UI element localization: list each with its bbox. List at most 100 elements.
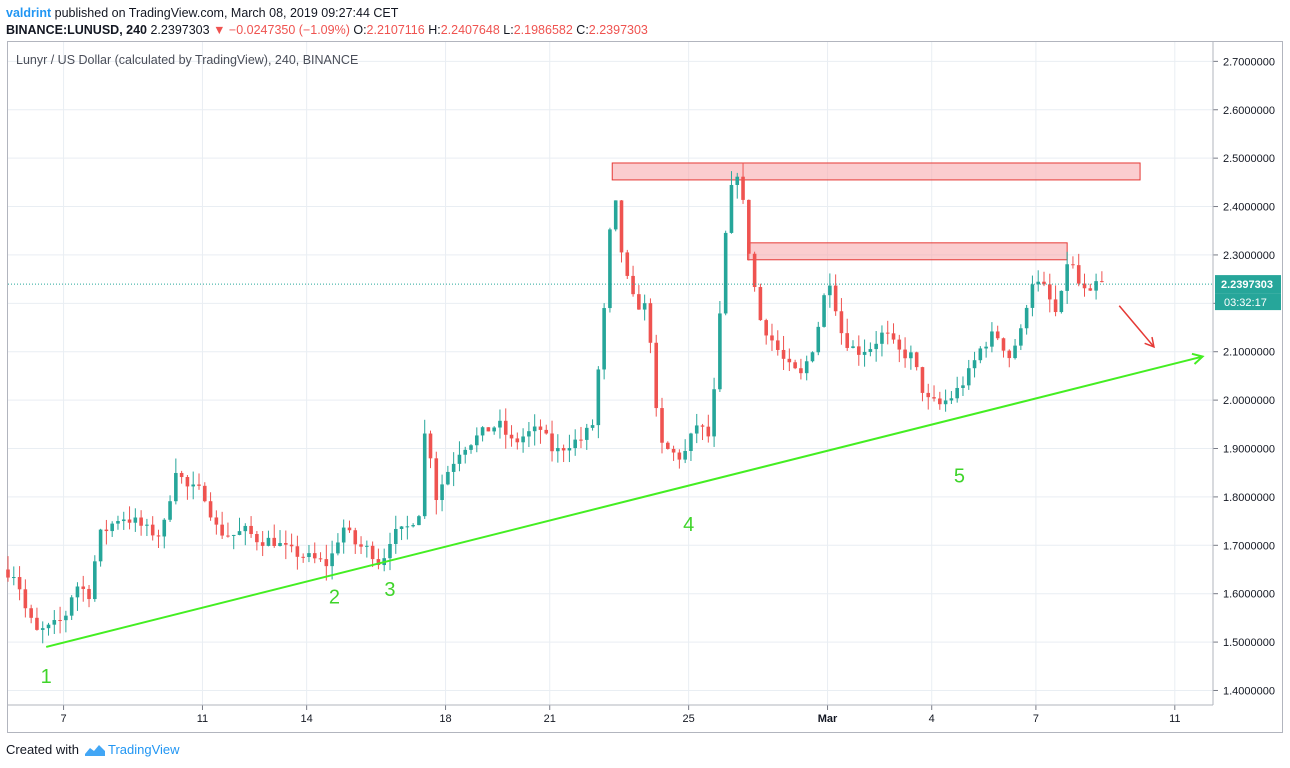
candle-body	[903, 349, 907, 359]
candle-body	[804, 361, 809, 374]
candle-body	[35, 617, 39, 630]
candle-body	[17, 577, 22, 590]
candle-body	[943, 400, 948, 405]
candle-body	[330, 553, 334, 567]
candle-body	[793, 362, 797, 369]
candle-body	[833, 285, 838, 312]
candle-body	[1100, 281, 1104, 283]
candle-body	[747, 199, 751, 254]
candle-body	[718, 313, 722, 390]
candle-body	[856, 346, 861, 355]
candle-body	[6, 569, 10, 578]
projection-arrow	[1118, 305, 1155, 348]
candle-body	[914, 352, 919, 368]
candle-body	[469, 445, 473, 450]
candle-body	[625, 252, 630, 276]
candle-body	[278, 543, 282, 546]
candle-body	[52, 620, 57, 625]
projection-arrowhead-icon	[1144, 336, 1155, 349]
candle-body	[451, 463, 456, 472]
candle-body	[839, 311, 844, 334]
candle-body	[393, 528, 398, 544]
candle-body	[405, 526, 410, 528]
candle-body	[133, 517, 138, 523]
candle-body	[637, 294, 641, 310]
author-name[interactable]: valdrint	[6, 6, 52, 20]
candle-body	[46, 624, 51, 629]
candle-body	[475, 435, 479, 446]
candle-body	[301, 556, 305, 558]
candle-body	[411, 525, 415, 527]
candle-body	[23, 589, 28, 609]
chart-title: Lunyr / US Dollar (calculated by Trading…	[16, 53, 359, 67]
candle-body	[1001, 338, 1006, 351]
candle-body	[660, 408, 664, 443]
candle-body	[966, 368, 971, 386]
resistance-zone	[611, 162, 1141, 181]
candle-body	[341, 527, 346, 543]
high-label: H:	[428, 23, 441, 37]
candle-body	[81, 586, 86, 589]
candle-body	[266, 537, 271, 546]
candle-body	[40, 628, 45, 630]
candle-body	[255, 534, 259, 543]
candle-body	[822, 295, 826, 327]
candle-body	[197, 484, 201, 486]
low-value: 2.1986582	[513, 23, 573, 37]
countdown-label: 03:32:17	[1224, 297, 1267, 309]
candle-body	[538, 426, 543, 430]
candle-body	[1013, 345, 1017, 359]
candle-body	[480, 427, 485, 436]
candle-body	[324, 559, 329, 567]
chart-frame[interactable]	[7, 41, 1283, 733]
candle-body	[145, 524, 149, 526]
wave-label-2: 2	[329, 586, 340, 608]
candle-body	[29, 608, 33, 618]
candle-body	[509, 434, 514, 439]
candle-body	[1065, 264, 1069, 291]
candle-body	[567, 448, 572, 451]
candle-body	[237, 531, 242, 535]
tradingview-logo-icon[interactable]	[84, 743, 106, 757]
y-tick-label: 1.8000000	[1223, 492, 1275, 504]
candle-body	[110, 523, 114, 532]
candle-body	[544, 429, 549, 434]
y-tick-label: 1.7000000	[1223, 540, 1275, 552]
candle-body	[689, 433, 693, 451]
candle-body	[312, 553, 317, 559]
close-value: 2.2397303	[588, 23, 648, 37]
candle-body	[527, 431, 531, 437]
tradingview-brand[interactable]: TradingView	[107, 742, 180, 757]
candle-body	[671, 448, 676, 453]
candle-body	[93, 561, 97, 600]
candle-body	[845, 333, 850, 348]
candle-body	[318, 558, 323, 560]
change-down-icon: ▼	[213, 23, 226, 37]
candle-body	[874, 343, 878, 350]
y-tick-label: 1.5000000	[1223, 637, 1275, 649]
candle-body	[885, 332, 890, 334]
candle-body	[515, 438, 520, 443]
close-label: C:	[576, 23, 589, 37]
candle-body	[365, 545, 369, 547]
candle-body	[868, 349, 873, 352]
candle-body	[231, 534, 236, 536]
candle-body	[11, 577, 16, 579]
candle-body	[87, 588, 91, 600]
candle-body	[179, 472, 184, 478]
x-tick-label: 4	[929, 713, 935, 725]
candle-body	[214, 517, 219, 525]
candle-body	[984, 346, 988, 349]
candle-body	[596, 369, 601, 426]
candle-body	[168, 501, 172, 520]
candle-body	[492, 427, 496, 432]
candle-body	[434, 458, 439, 501]
candle-body	[561, 448, 566, 451]
high-value: 2.2407648	[440, 23, 500, 37]
support-trendline	[45, 355, 1203, 648]
symbol-label: BINANCE:LUNUSD, 240	[6, 23, 147, 37]
candle-body	[712, 389, 716, 437]
candle-body	[457, 454, 462, 464]
candle-body	[880, 332, 884, 344]
